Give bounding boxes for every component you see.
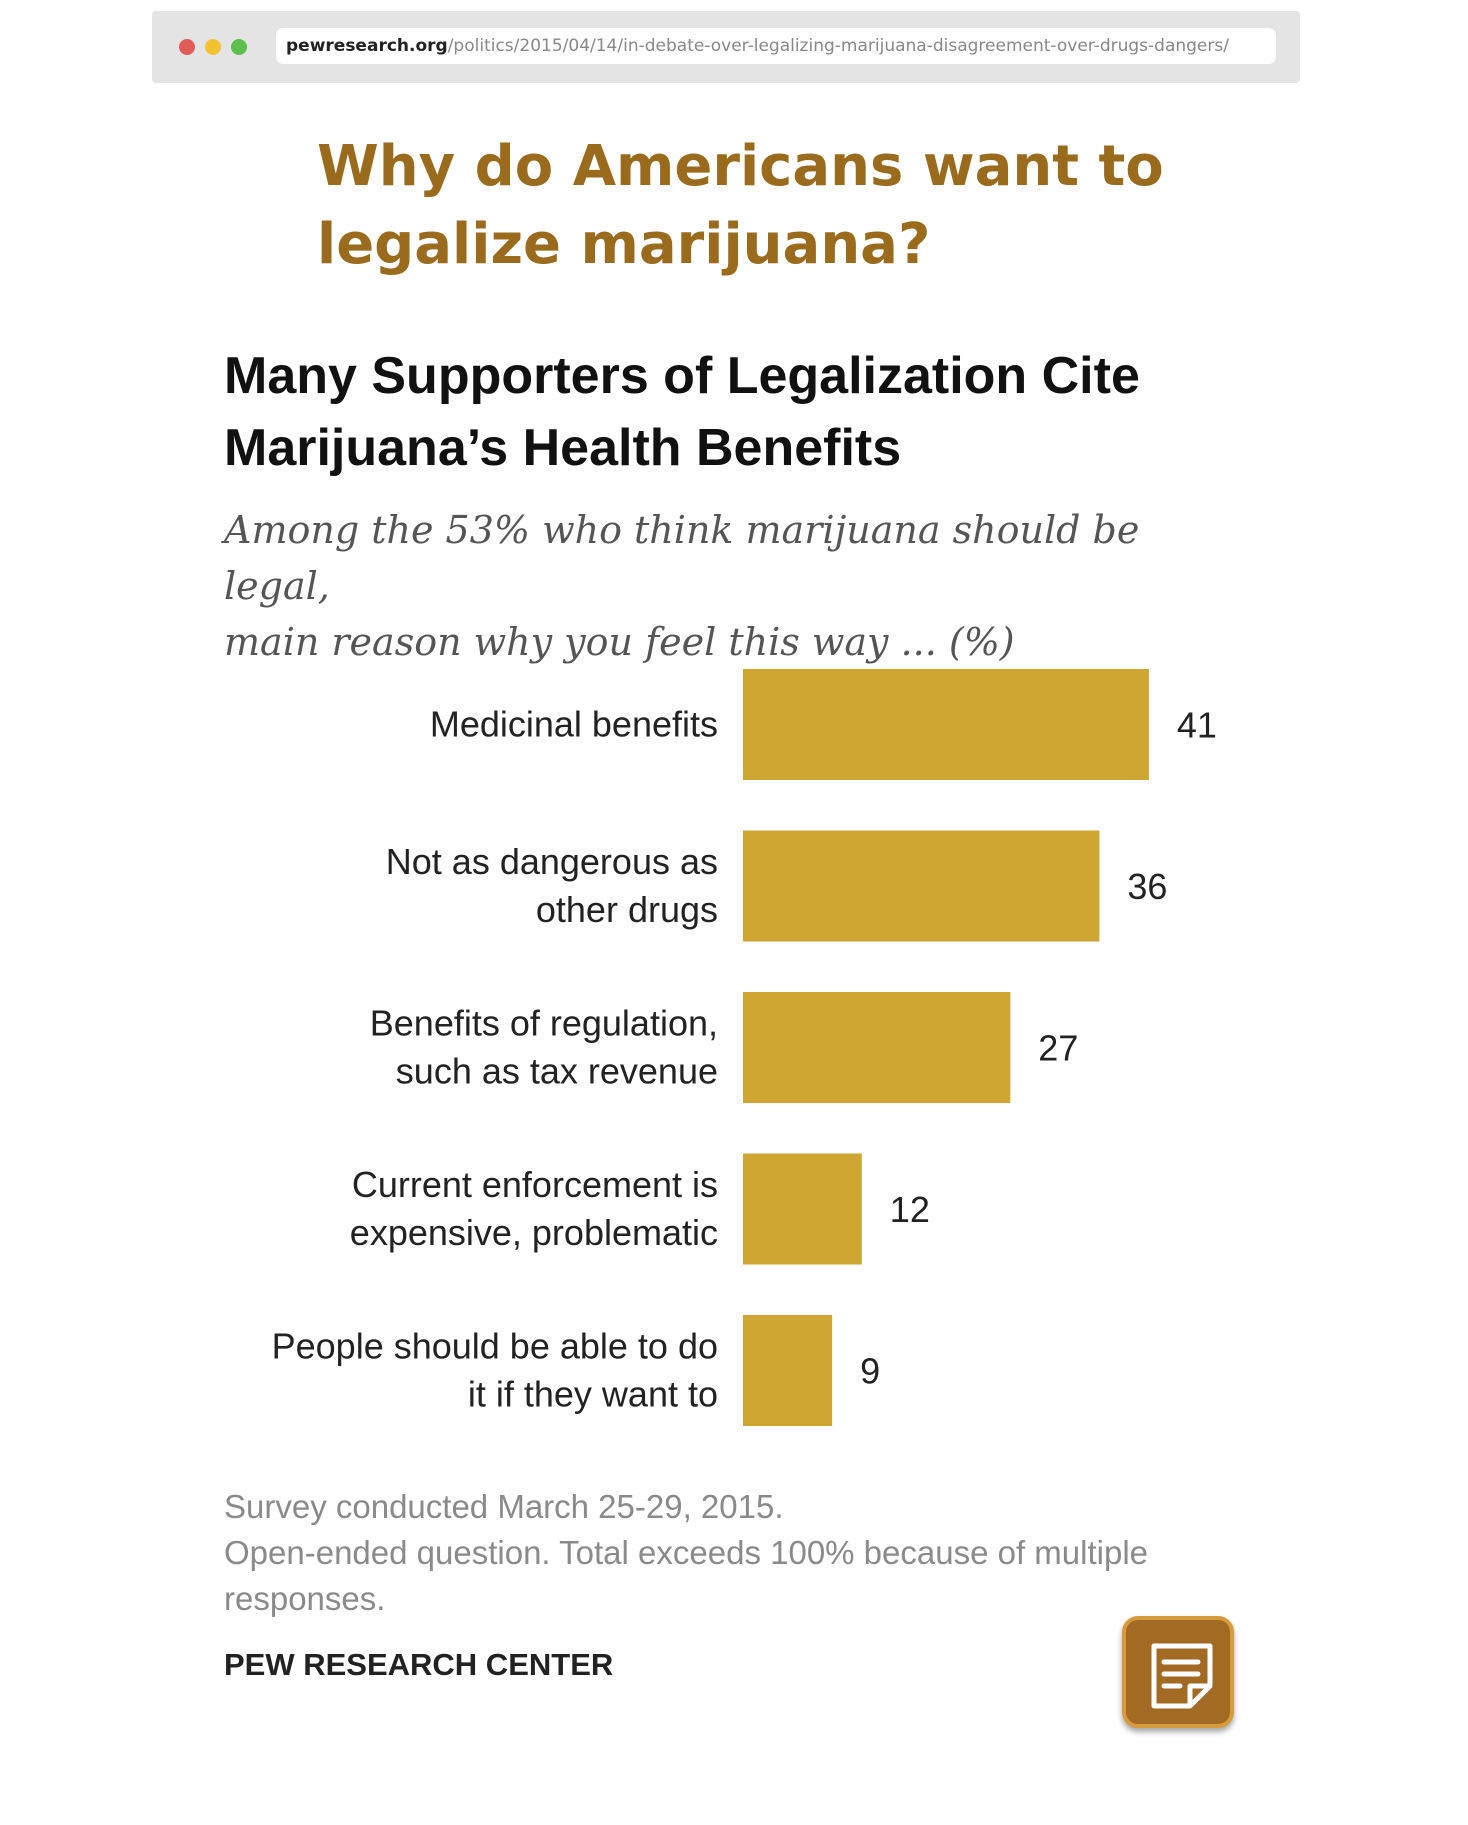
survey-note: Survey conducted March 25-29, 2015. Open… (224, 1484, 1234, 1622)
headline-line-1: Why do Americans want to (317, 134, 1164, 199)
bar-3 (743, 1153, 862, 1265)
url-host: pewresearch.org (286, 36, 448, 56)
category-label-0-line-0: Medicinal benefits (430, 704, 718, 745)
chart-title-line-1: Many Supporters of Legalization Cite (224, 347, 1140, 405)
chart-title: Many Supporters of Legalization Cite Mar… (224, 340, 1224, 484)
bar-2 (743, 992, 1011, 1103)
category-label-3-line-1: expensive, problematic (350, 1212, 718, 1253)
address-bar[interactable]: pewresearch.org/politics/2015/04/14/in-d… (276, 28, 1276, 64)
category-label-2-line-0: Benefits of regulation, (370, 1003, 718, 1044)
bar-value-label-2: 27 (1038, 1028, 1078, 1069)
chart-subtitle-line-2: main reason why you feel this way ... (%… (224, 620, 1015, 664)
survey-note-line-1: Survey conducted March 25-29, 2015. (224, 1488, 784, 1525)
chart-subtitle: Among the 53% who think marijuana should… (224, 502, 1244, 670)
bar-value-label-4: 9 (860, 1351, 880, 1392)
note-button[interactable] (1122, 1616, 1234, 1728)
bar-4 (743, 1315, 833, 1426)
window-maximize-dot[interactable] (231, 39, 247, 55)
bar-value-label-1: 36 (1127, 866, 1167, 907)
bar-1 (743, 830, 1100, 942)
category-label-2-line-1: such as tax revenue (396, 1051, 718, 1092)
survey-note-line-2: Open-ended question. Total exceeds 100% … (224, 1534, 1149, 1571)
note-icon (1151, 1643, 1213, 1709)
url-path: /politics/2015/04/14/in-debate-over-lega… (447, 36, 1229, 56)
category-label-1-line-1: other drugs (536, 889, 718, 930)
window-minimize-dot[interactable] (205, 39, 221, 55)
chart-title-line-2: Marijuana’s Health Benefits (224, 419, 902, 477)
bar-value-label-3: 12 (890, 1189, 930, 1230)
survey-note-line-3: responses. (224, 1580, 386, 1617)
category-label-1-line-0: Not as dangerous as (386, 841, 718, 882)
source-label: PEW RESEARCH CENTER (224, 1647, 614, 1682)
bar-value-label-0: 41 (1177, 705, 1217, 746)
category-label-3-line-0: Current enforcement is (352, 1164, 718, 1205)
headline-line-2: legalize marijuana? (317, 212, 931, 277)
window-close-dot[interactable] (179, 39, 195, 55)
headline: Why do Americans want to legalize mariju… (317, 128, 1317, 284)
chart-subtitle-line-1: Among the 53% who think marijuana should… (224, 508, 1140, 608)
browser-bar: pewresearch.org/politics/2015/04/14/in-d… (152, 11, 1300, 83)
category-label-4-line-0: People should be able to do (272, 1326, 718, 1367)
category-label-4-line-1: it if they want to (468, 1374, 718, 1415)
bar-0 (743, 669, 1149, 780)
